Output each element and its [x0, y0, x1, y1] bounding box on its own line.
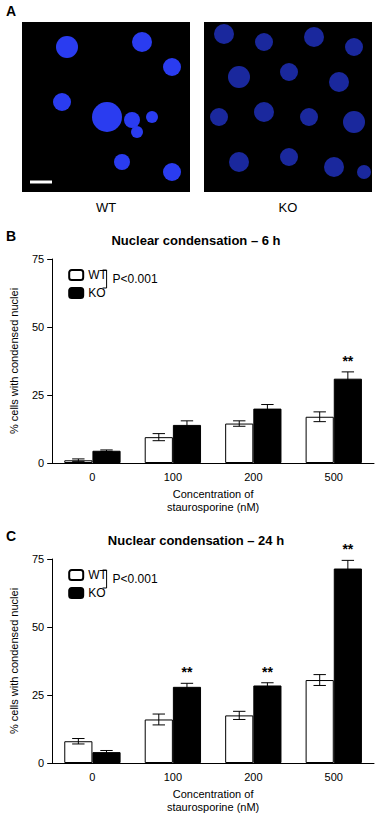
svg-text:staurosporine (nM): staurosporine (nM) [167, 801, 259, 813]
svg-text:WT: WT [88, 268, 107, 282]
svg-text:25: 25 [32, 689, 44, 701]
svg-text:75: 75 [32, 553, 44, 565]
svg-text:WT: WT [96, 200, 116, 215]
svg-text:P<0.001: P<0.001 [113, 572, 158, 586]
svg-text:100: 100 [164, 471, 182, 483]
svg-text:50: 50 [32, 621, 44, 633]
svg-text:0: 0 [89, 771, 95, 783]
svg-text:Nuclear condensation – 6 h: Nuclear condensation – 6 h [111, 233, 280, 248]
svg-text:Concentration of: Concentration of [173, 488, 255, 500]
svg-text:WT: WT [88, 568, 107, 582]
svg-text:**: ** [342, 541, 353, 557]
svg-text:KO: KO [279, 200, 298, 215]
svg-text:200: 200 [244, 471, 262, 483]
svg-text:0: 0 [89, 471, 95, 483]
svg-text:KO: KO [88, 586, 105, 600]
svg-text:25: 25 [32, 389, 44, 401]
svg-text:KO: KO [88, 286, 105, 300]
svg-text:100: 100 [164, 771, 182, 783]
svg-text:**: ** [262, 664, 273, 680]
svg-text:staurosporine (nM): staurosporine (nM) [167, 501, 259, 513]
svg-text:200: 200 [244, 771, 262, 783]
svg-text:Nuclear condensation – 24 h: Nuclear condensation – 24 h [108, 533, 284, 548]
svg-text:P<0.001: P<0.001 [113, 272, 158, 286]
svg-text:**: ** [182, 664, 193, 680]
svg-text:% cells with condensed nuclei: % cells with condensed nuclei [8, 588, 20, 734]
svg-text:C: C [6, 528, 16, 544]
svg-text:50: 50 [32, 321, 44, 333]
svg-text:0: 0 [38, 457, 44, 469]
svg-text:A: A [6, 3, 16, 19]
svg-text:**: ** [342, 353, 353, 369]
svg-text:Concentration of: Concentration of [173, 788, 255, 800]
svg-text:% cells with condensed nuclei: % cells with condensed nuclei [8, 288, 20, 434]
svg-text:500: 500 [325, 471, 343, 483]
svg-text:0: 0 [38, 757, 44, 769]
svg-text:B: B [6, 228, 16, 244]
svg-text:500: 500 [325, 771, 343, 783]
svg-text:75: 75 [32, 253, 44, 265]
